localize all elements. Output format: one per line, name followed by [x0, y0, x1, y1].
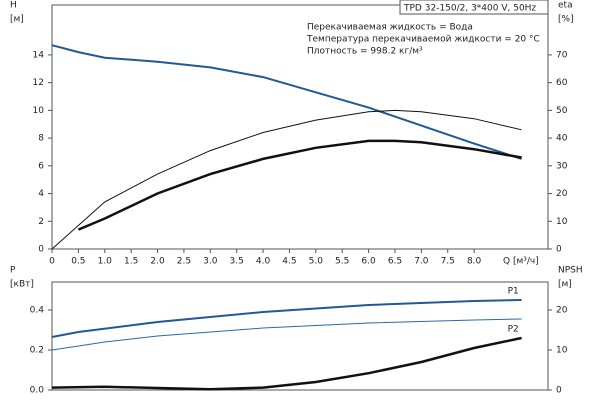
x-tick-label: 4.5	[282, 257, 296, 267]
chart-title: TPD 32-150/2, 3*400 V, 50Hz	[403, 4, 536, 14]
x-tick-label: 1.0	[98, 257, 113, 267]
y-tick-label: 0	[38, 245, 44, 255]
y2-tick-label: 70	[556, 50, 568, 60]
x-tick-label: 2.5	[177, 257, 191, 267]
x-tick-label: 5.5	[335, 257, 349, 267]
curve	[51, 299, 522, 338]
y-axis-label: P	[10, 266, 16, 276]
curve	[77, 139, 522, 231]
x-tick-label: 6.5	[388, 257, 402, 267]
y2-tick-label: 60	[556, 78, 568, 88]
x-tick-label: 5.0	[309, 257, 324, 267]
y-axis-label: H	[10, 1, 17, 11]
y2-axis-unit: [м]	[558, 280, 572, 290]
y-tick-label: 0.4	[30, 306, 45, 316]
y-tick-label: 0.2	[30, 346, 44, 356]
y2-axis-label: eta	[558, 1, 573, 11]
y-axis-unit: [м]	[10, 15, 24, 25]
x-tick-label: 3.5	[230, 257, 244, 267]
y2-tick-label: 30	[556, 161, 568, 171]
y-tick-label: 0.0	[30, 386, 45, 396]
y-tick-label: 2	[38, 217, 44, 227]
x-tick-label: 7.0	[414, 257, 429, 267]
series-label: P1	[508, 287, 519, 297]
note: Температура перекачиваемой жидкости = 20…	[306, 35, 540, 45]
y2-tick-label: 0	[556, 245, 562, 255]
x-tick-label: 4.0	[256, 257, 271, 267]
x-tick-label: 8.0	[467, 257, 482, 267]
y2-tick-label: 40	[556, 134, 568, 144]
y2-tick-label: 50	[556, 106, 568, 116]
y-tick-label: 12	[33, 78, 44, 88]
y-axis-unit: [кВт]	[10, 280, 34, 290]
x-tick-label: 7.5	[441, 257, 455, 267]
x-tick-label: 3.0	[203, 257, 218, 267]
x-tick-label: 1.5	[124, 257, 138, 267]
y2-tick-label: 20	[556, 189, 568, 199]
x-tick-label: 2.0	[150, 257, 165, 267]
y2-tick-label: 20	[556, 306, 568, 316]
y-tick-label: 8	[38, 134, 44, 144]
note: Перекачиваемая жидкость = Вода	[307, 23, 473, 33]
y2-tick-label: 0	[556, 386, 562, 396]
title-box	[399, 0, 549, 15]
note: Плотность = 998.2 кг/м³	[307, 47, 423, 57]
y2-tick-label: 10	[556, 217, 568, 227]
y-tick-label: 10	[33, 106, 45, 116]
x-axis-label: Q [м³/ч]	[503, 257, 539, 267]
plot-frame	[51, 4, 549, 250]
curve	[51, 109, 522, 250]
curve	[51, 336, 522, 391]
y-tick-label: 6	[38, 161, 44, 171]
y-tick-label: 4	[38, 189, 44, 199]
y-tick-label: 14	[33, 50, 45, 60]
x-tick-label: 6.0	[361, 257, 376, 267]
x-tick-label: 0.5	[71, 257, 85, 267]
x-tick-label: 0	[49, 257, 55, 267]
series-label: P2	[508, 325, 519, 335]
curve	[51, 318, 522, 351]
plot-frame	[51, 281, 549, 391]
curve	[51, 44, 522, 160]
y2-axis-label: NPSH	[558, 266, 583, 276]
y2-axis-unit: [%]	[558, 15, 574, 25]
y2-tick-label: 10	[556, 346, 568, 356]
